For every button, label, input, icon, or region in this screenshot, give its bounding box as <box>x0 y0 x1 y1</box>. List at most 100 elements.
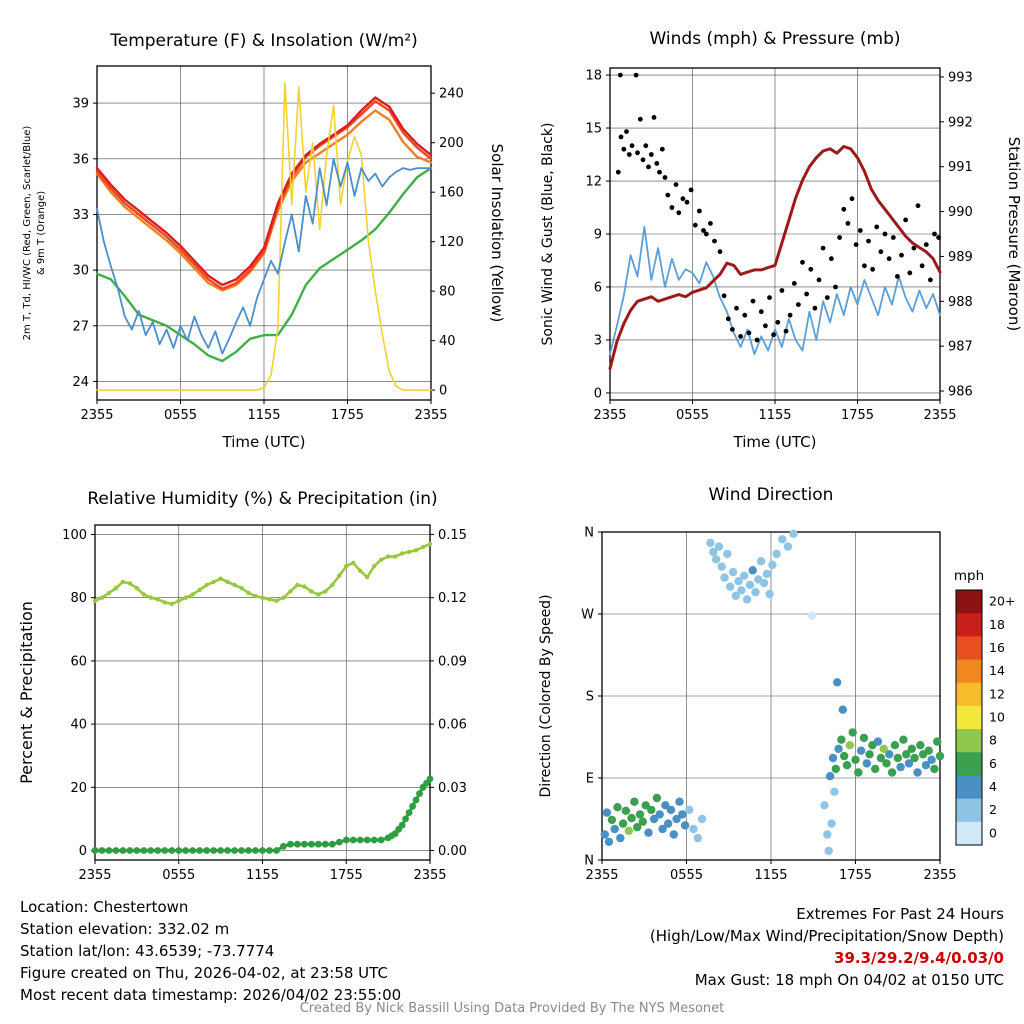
svg-text:4: 4 <box>989 779 997 794</box>
series-2m-temp-red <box>95 96 433 287</box>
series-wind-chill-blue <box>96 157 432 355</box>
svg-text:987: 987 <box>948 340 973 355</box>
svg-text:100: 100 <box>62 528 87 543</box>
svg-text:1755: 1755 <box>841 408 874 423</box>
svg-text:0.15: 0.15 <box>438 528 467 543</box>
series-insolation-yellow <box>96 82 432 391</box>
svg-text:0: 0 <box>79 844 87 859</box>
svg-text:16: 16 <box>989 640 1005 655</box>
svg-text:0555: 0555 <box>162 868 195 883</box>
svg-text:33: 33 <box>72 208 89 223</box>
station-info: Location: Chestertown Station elevation:… <box>20 896 401 1006</box>
svg-text:1155: 1155 <box>246 868 279 883</box>
svg-text:N: N <box>584 526 594 541</box>
svg-text:24: 24 <box>72 375 89 390</box>
svg-text:Direction (Colored By Speed): Direction (Colored By Speed) <box>538 594 554 797</box>
svg-text:& 9m T (Orange): & 9m T (Orange) <box>36 191 47 275</box>
svg-text:39: 39 <box>72 97 89 112</box>
svg-text:989: 989 <box>948 250 973 265</box>
svg-text:9: 9 <box>594 228 602 243</box>
svg-text:W: W <box>581 608 594 623</box>
credit-text: Created By Nick Bassill Using Data Provi… <box>299 1001 725 1016</box>
svg-text:0.12: 0.12 <box>438 591 467 606</box>
svg-text:0555: 0555 <box>164 408 197 423</box>
svg-text:2355: 2355 <box>923 868 956 883</box>
svg-text:0.00: 0.00 <box>438 844 467 859</box>
svg-text:2m T, Td, HI/WC (Red, Green, S: 2m T, Td, HI/WC (Red, Green, Scarlet/Blu… <box>22 126 33 341</box>
series-direction-points <box>600 529 945 856</box>
figure-created-line: Figure created on Thu, 2026-04-02, at 23… <box>20 964 388 982</box>
svg-text:2355: 2355 <box>593 408 626 423</box>
svg-text:Time (UTC): Time (UTC) <box>222 433 306 451</box>
humidity-precip-plot: 2355 0555 1155 1755 2355 0 20 40 60 80 100 0.00 0.03… <box>17 489 467 883</box>
extremes-info: Extremes For Past 24 Hours (High/Low/Max… <box>650 903 1004 991</box>
svg-text:120: 120 <box>439 235 464 250</box>
svg-text:0: 0 <box>989 825 997 840</box>
series-dewpoint-green <box>95 166 433 363</box>
svg-text:0: 0 <box>594 386 602 401</box>
humidity-precip-chart: 2355 0555 1155 1755 2355 0 20 40 60 80 100 0.00 0.03… <box>17 489 467 883</box>
series-precipitation-darkgreen <box>91 775 434 854</box>
svg-text:8: 8 <box>989 733 997 748</box>
svg-text:N: N <box>584 854 594 869</box>
svg-text:80: 80 <box>70 591 87 606</box>
series-sonic-wind-blue <box>609 226 941 355</box>
max-gust-line: Max Gust: 18 mph On 04/02 at 0150 UTC <box>694 971 1004 989</box>
svg-text:200: 200 <box>439 136 464 151</box>
svg-text:992: 992 <box>948 115 973 130</box>
svg-text:Temperature (F) & Insolation (: Temperature (F) & Insolation (W/m²) <box>109 31 418 51</box>
svg-text:0555: 0555 <box>670 868 703 883</box>
series-heat-index-scarlet <box>95 100 433 290</box>
winds-pressure-plot: 2355 0555 1155 1755 2355 0 3 6 9 12 15 18 986 987 988 9… <box>540 29 1023 451</box>
data-timestamp-line: Most recent data timestamp: 2026/04/02 2… <box>20 986 402 1004</box>
extremes-subtitle: (High/Low/Max Wind/Precipitation/Snow De… <box>649 927 1004 945</box>
svg-text:Solar Insolation (Yellow): Solar Insolation (Yellow) <box>488 144 506 323</box>
svg-text:15: 15 <box>585 122 602 137</box>
svg-text:2355: 2355 <box>78 868 111 883</box>
svg-text:990: 990 <box>948 205 973 220</box>
svg-text:993: 993 <box>948 70 973 85</box>
svg-text:0.06: 0.06 <box>438 718 467 733</box>
svg-text:30: 30 <box>72 264 89 279</box>
svg-text:3: 3 <box>594 333 602 348</box>
temperature-insolation-chart: 2355 0555 1155 1755 2355 24 27 30 33 36 39 0 40 80 120… <box>22 31 506 451</box>
speed-colorbar: mph 20+ 18 16 14 12 10 8 6 4 2 0 <box>954 568 1015 846</box>
latlon-line: Station lat/lon: 43.6539; -73.7774 <box>20 942 275 960</box>
svg-text:60: 60 <box>70 654 87 669</box>
svg-text:1155: 1155 <box>754 868 787 883</box>
svg-text:160: 160 <box>439 186 464 201</box>
svg-text:Relative Humidity (%) & Precip: Relative Humidity (%) & Precipitation (i… <box>87 489 437 509</box>
svg-text:1155: 1155 <box>758 408 791 423</box>
svg-text:80: 80 <box>439 285 456 300</box>
svg-text:Winds (mph) & Pressure (mb): Winds (mph) & Pressure (mb) <box>649 29 900 49</box>
svg-text:20: 20 <box>70 781 87 796</box>
svg-text:2355: 2355 <box>585 868 618 883</box>
svg-text:988: 988 <box>948 295 973 310</box>
svg-text:2355: 2355 <box>413 868 446 883</box>
location-line: Location: Chestertown <box>20 898 189 916</box>
svg-text:40: 40 <box>70 718 87 733</box>
svg-text:E: E <box>586 772 594 787</box>
svg-text:mph: mph <box>954 568 984 584</box>
svg-text:40: 40 <box>439 334 456 349</box>
svg-text:Station Pressure (Maroon): Station Pressure (Maroon) <box>1005 137 1023 331</box>
svg-text:Percent & Precipitation: Percent & Precipitation <box>17 601 36 784</box>
svg-text:986: 986 <box>948 385 973 400</box>
svg-text:20+: 20+ <box>989 594 1015 609</box>
svg-text:12: 12 <box>989 686 1005 701</box>
svg-text:0555: 0555 <box>676 408 709 423</box>
svg-text:18: 18 <box>989 617 1005 632</box>
svg-text:0: 0 <box>439 384 447 399</box>
svg-text:991: 991 <box>948 160 973 175</box>
svg-text:14: 14 <box>989 663 1005 678</box>
winds-pressure-chart: 2355 0555 1155 1755 2355 0 3 6 9 12 15 18 986 987 988 9… <box>540 29 1023 451</box>
temperature-insolation-plot: 2355 0555 1155 1755 2355 24 27 30 33 36 39 0 40 80 120… <box>22 31 506 451</box>
svg-text:1755: 1755 <box>331 408 364 423</box>
svg-text:12: 12 <box>585 175 602 190</box>
svg-text:18: 18 <box>585 69 602 84</box>
svg-text:1755: 1755 <box>839 868 872 883</box>
svg-text:Wind Direction: Wind Direction <box>709 485 834 505</box>
